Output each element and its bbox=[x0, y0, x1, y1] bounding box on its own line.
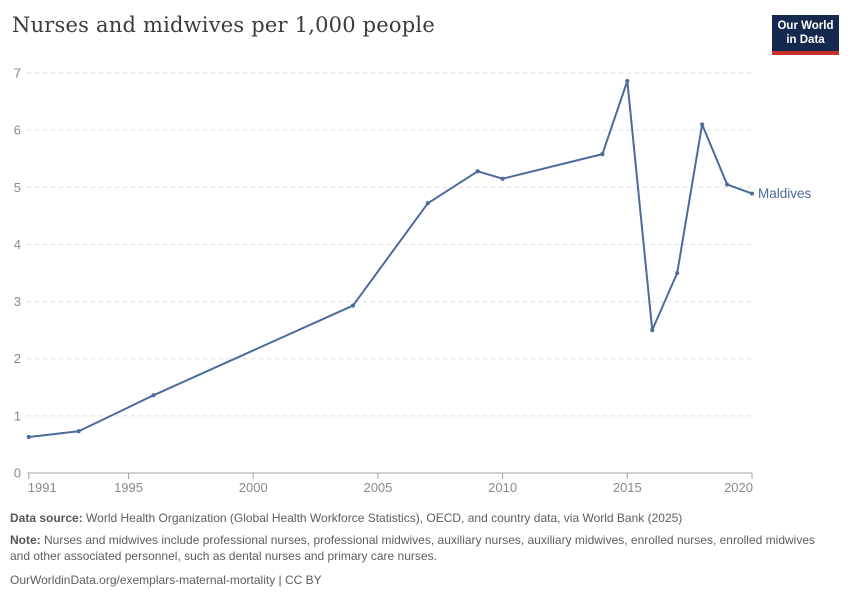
data-point bbox=[500, 176, 505, 181]
data-point bbox=[350, 303, 356, 308]
license-line: OurWorldinData.org/exemplars-maternal-mo… bbox=[10, 573, 322, 588]
owid-logo-box: Our World in Data bbox=[772, 15, 839, 51]
data-point bbox=[675, 270, 680, 276]
owid-logo-line1: Our World bbox=[777, 20, 834, 32]
series-line bbox=[27, 80, 753, 438]
y-tick-label: 2 bbox=[14, 351, 21, 366]
x-tick-label: 2015 bbox=[613, 480, 642, 495]
data-point bbox=[475, 169, 480, 174]
y-tick-label: 0 bbox=[14, 466, 21, 481]
owid-logo: Our World in Data bbox=[772, 15, 839, 55]
data-point bbox=[724, 182, 730, 187]
y-tick-label: 3 bbox=[14, 294, 21, 309]
data-point bbox=[600, 152, 605, 157]
x-tick-label: 2005 bbox=[363, 480, 392, 495]
data-point bbox=[625, 78, 630, 84]
owid-logo-red-bar bbox=[772, 51, 839, 55]
x-tick-label: 2020 bbox=[724, 480, 753, 495]
data-point bbox=[650, 328, 655, 333]
y-tick-label: 1 bbox=[14, 408, 21, 423]
line-chart: 0 1 2 3 4 5 6 7 1991 1995 2000 2005 2010 2015 2020 Mald… bbox=[14, 66, 812, 496]
x-tick-label: 1995 bbox=[114, 480, 143, 495]
y-tick-label: 5 bbox=[14, 180, 21, 195]
note-line: Note: Nurses and midwives include profes… bbox=[10, 533, 828, 565]
owid-logo-line2: in Data bbox=[786, 33, 825, 46]
x-tick-label: 2010 bbox=[488, 480, 517, 495]
x-tick-label: 2000 bbox=[239, 480, 268, 495]
data-point bbox=[151, 393, 156, 398]
y-tick-label: 7 bbox=[14, 66, 21, 81]
note-label: Note: bbox=[10, 532, 41, 547]
y-tick-label: 4 bbox=[14, 237, 21, 252]
data-point bbox=[26, 434, 31, 440]
data-point bbox=[425, 201, 430, 206]
note-text: Nurses and midwives include professional… bbox=[10, 532, 815, 563]
page-title: Nurses and midwives per 1,000 people bbox=[12, 13, 435, 37]
data-source-text: World Health Organization (Global Health… bbox=[82, 511, 683, 525]
chart-footer: Data source: World Health Organization (… bbox=[10, 511, 828, 589]
data-point bbox=[76, 429, 81, 434]
data-point bbox=[700, 122, 705, 127]
y-tick-label: 6 bbox=[14, 123, 21, 138]
data-source-line: Data source: World Health Organization (… bbox=[10, 511, 828, 527]
entity-label: Maldives bbox=[758, 186, 812, 201]
data-source-label: Data source: bbox=[10, 511, 83, 525]
x-tick-label: 1991 bbox=[28, 480, 57, 495]
data-point bbox=[749, 191, 755, 196]
